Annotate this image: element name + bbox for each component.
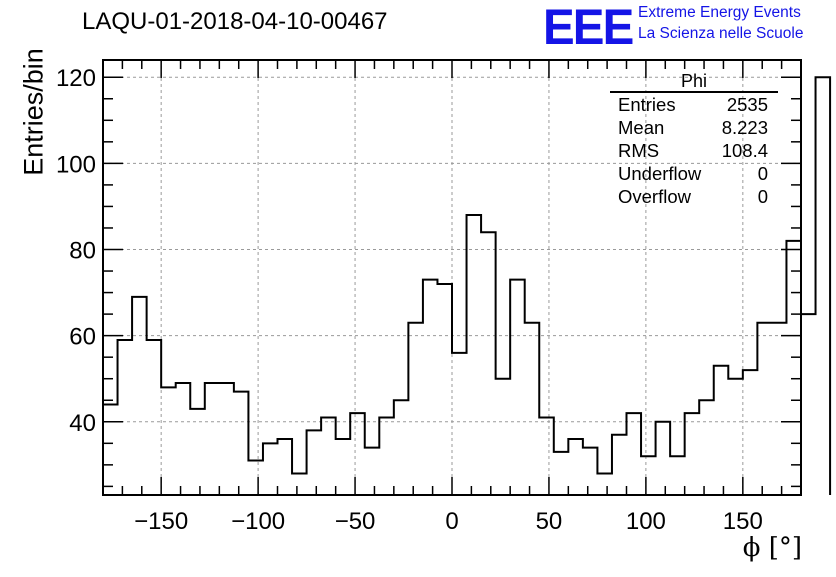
stats-row-entries: Entries 2535 (610, 93, 778, 116)
stats-row-rms: RMS 108.4 (610, 139, 778, 162)
axis-ticks (103, 60, 801, 495)
x-tick-label: 150 (723, 508, 763, 535)
stats-label: Underflow (618, 163, 702, 184)
stats-value: 0 (757, 186, 768, 207)
logo-line-1: Extreme Energy Events (638, 4, 801, 21)
stats-value: 8.223 (721, 117, 768, 138)
stats-row-underflow: Underflow 0 (610, 162, 778, 185)
y-tick-label: 100 (56, 151, 96, 178)
eee-logo: EEE (543, 0, 634, 55)
stats-label: RMS (618, 140, 660, 161)
stats-value: 0 (757, 163, 768, 184)
x-tick-label: −50 (335, 508, 376, 535)
x-tick-label: 50 (536, 508, 563, 535)
stats-value: 2535 (726, 94, 768, 115)
y-tick-label: 80 (69, 238, 96, 265)
plot-frame (102, 59, 802, 496)
x-tick-label: −150 (134, 508, 188, 535)
chart-title: LAQU-01-2018-04-10-00467 (82, 8, 388, 35)
x-axis-label: ϕ [°] (742, 533, 802, 563)
x-tick-label: 100 (626, 508, 666, 535)
x-tick-label: 0 (445, 508, 458, 535)
histogram-line (103, 76, 832, 495)
stats-value: 108.4 (721, 140, 768, 161)
stats-label: Entries (618, 94, 676, 115)
stats-label: Overflow (618, 186, 691, 207)
stats-box: Phi Entries 2535 Mean 8.223 RMS 108.4 Un… (610, 71, 778, 208)
stats-row-overflow: Overflow 0 (610, 185, 778, 208)
tick-labels: −150 −100 −50 0 50 100 150 40 60 80 100 120 (56, 65, 763, 535)
y-tick-label: 60 (69, 324, 96, 351)
stats-row-mean: Mean 8.223 (610, 116, 778, 139)
logo-line-2: La Scienza nelle Scuole (638, 25, 804, 42)
y-tick-label: 120 (56, 65, 96, 92)
stats-label: Mean (618, 117, 665, 138)
stats-title: Phi (610, 71, 778, 93)
y-tick-label: 40 (69, 410, 96, 437)
y-axis-label: Entries/bin (18, 48, 49, 176)
x-tick-label: −100 (231, 508, 285, 535)
